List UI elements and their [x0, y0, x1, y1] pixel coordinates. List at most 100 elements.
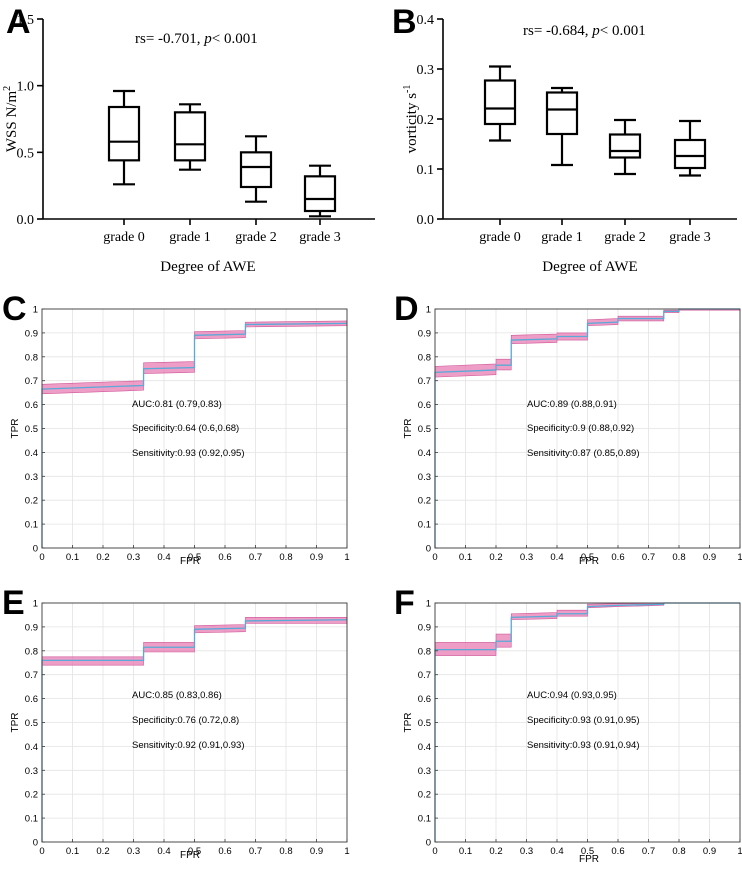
y-tick-label: 0.7: [418, 376, 431, 387]
x-tick-label: 0.8: [672, 552, 685, 563]
x-axis-title: FPR: [579, 556, 599, 567]
x-tick-label: 1: [737, 846, 742, 857]
y-axis-title: WSS N/m2: [2, 86, 20, 152]
stat-annotation: AUC:0.85 (0.83,0.86): [132, 690, 222, 701]
y-tick-label: 0.9: [25, 622, 38, 633]
x-tick-label: 0.5: [188, 846, 201, 857]
box-grade-0: [107, 89, 141, 186]
y-tick-label: 0.4: [417, 13, 435, 28]
x-tick-label: 0.3: [520, 846, 533, 857]
y-tick-label: 1: [33, 305, 38, 316]
y-tick-label: 0.0: [417, 213, 435, 228]
stat-annotation: Sensitivity:0.93 (0.91,0.94): [527, 740, 639, 751]
x-tick-label: 0.7: [642, 846, 655, 857]
y-tick-label: 0.4: [418, 448, 431, 459]
y-tick-label: 1: [426, 305, 431, 316]
y-axis-title: TPR: [10, 713, 21, 733]
annotation-p: p: [591, 23, 600, 39]
x-tick-label: grade 0: [479, 230, 521, 245]
y-tick-label: 0.8: [25, 646, 38, 657]
y-tick-label: 1: [33, 599, 38, 610]
roc-curve: [41, 322, 348, 548]
annotation-prefix: rs= -0.701,: [135, 31, 204, 47]
y-tick-label: 0.9: [25, 328, 38, 339]
y-tick-label: 0.3: [25, 766, 38, 777]
x-tick-label: 0.9: [310, 846, 323, 857]
panel-f: F 0 0.1 0.2 0.3 0.4 0.5 0.6 0.7 0.8 0.9 1 0 0.1 0.2 0.3…: [394, 584, 742, 865]
x-tick-label: 0.6: [218, 846, 231, 857]
y-tick-label: 0.3: [25, 472, 38, 483]
iqr-box: [608, 133, 642, 159]
x-tick-label: 0.1: [459, 846, 472, 857]
x-axis-title: FPR: [579, 854, 599, 865]
x-tick-label: 1: [737, 552, 742, 563]
correlation-annotation: rs= -0.701, p< 0.001: [135, 31, 258, 47]
x-tick-label: 0.1: [66, 552, 79, 563]
x-tick-label: grade 1: [169, 230, 211, 245]
y-tick-label: 0.8: [418, 646, 431, 657]
y-tick-label: 0.6: [418, 400, 431, 411]
y-tick-label: 0.2: [418, 790, 431, 801]
y-axis-title-superscript: -1: [402, 85, 413, 93]
x-tick-label: 0.5: [581, 846, 594, 857]
annotation-suffix: < 0.001: [212, 31, 258, 47]
y-tick-label: 0.8: [25, 352, 38, 363]
stat-annotation: Sensitivity:0.92 (0.91,0.93): [132, 740, 244, 751]
x-tick-label: 0.5: [581, 552, 594, 563]
panel-d: D 0 0.1 0.2 0.3 0.4 0.5 0.6 0.7 0.8 0.9 1 0 0.1 0.2 0.3…: [394, 290, 742, 567]
x-tick-label: 0.4: [157, 846, 170, 857]
panel-letter: B: [392, 3, 417, 41]
x-tick-label: 0.7: [249, 552, 262, 563]
y-tick-label: 0.9: [418, 622, 431, 633]
box-grade-0: [483, 65, 517, 142]
x-tick-label: 0.2: [489, 552, 502, 563]
x-tick-label: 1: [344, 846, 349, 857]
stat-annotation: AUC:0.81 (0.79,0.83): [132, 399, 222, 410]
roc-curve: [434, 602, 740, 842]
y-tick-label: 0: [33, 838, 38, 849]
x-tick-label: 0.6: [611, 846, 624, 857]
x-tick-label: grade 3: [299, 230, 341, 245]
y-tick-label: 0.6: [25, 400, 38, 411]
stat-annotation: AUC:0.94 (0.93,0.95): [527, 690, 617, 701]
y-tick-label: 0.4: [418, 742, 431, 753]
panel-letter: A: [6, 3, 31, 41]
y-tick-label: 0.5: [418, 424, 431, 435]
stat-annotation: Specificity:0.76 (0.72,0.8): [132, 715, 239, 726]
roc-curve: [41, 619, 348, 842]
x-tick-label: 0.8: [279, 552, 292, 563]
x-axis-title: FPR: [180, 556, 200, 567]
x-tick-label: 0.9: [703, 846, 716, 857]
y-tick-label: 0.2: [25, 496, 38, 507]
y-tick-label: 1.0: [17, 80, 35, 95]
stat-annotation: AUC:0.89 (0.88,0.91): [527, 399, 617, 410]
x-tick-label: 0.3: [520, 552, 533, 563]
box-grade-3: [303, 164, 337, 218]
annotation-p: p: [203, 31, 212, 47]
y-tick-label: 0.2: [25, 790, 38, 801]
x-tick-label: 0.6: [611, 552, 624, 563]
annotation-prefix: rs= -0.684,: [523, 23, 592, 39]
x-tick-label: 0.9: [703, 552, 716, 563]
x-tick-label: 0: [39, 846, 44, 857]
x-tick-label: 0.5: [188, 552, 201, 563]
x-tick-label: grade 2: [235, 230, 277, 245]
iqr-box: [173, 111, 207, 162]
x-tick-label: 0: [432, 552, 437, 563]
stat-annotation: Sensitivity:0.93 (0.92,0.95): [132, 448, 244, 459]
x-tick-label: 0.1: [459, 552, 472, 563]
y-axis-title-text: vorticity s: [404, 93, 420, 154]
x-axis-title: Degree of AWE: [542, 259, 637, 275]
y-tick-label: 0.6: [418, 694, 431, 705]
x-tick-label: 0: [432, 846, 437, 857]
y-tick-label: 0.1: [25, 814, 38, 825]
box-grade-2: [239, 135, 273, 203]
x-tick-label: 0.7: [642, 552, 655, 563]
iqr-box: [673, 138, 707, 170]
box-grade-1: [545, 86, 579, 167]
x-tick-label: 0.8: [672, 846, 685, 857]
panel-letter: C: [2, 290, 27, 328]
annotation-suffix: < 0.001: [600, 23, 646, 39]
x-tick-label: 0.9: [310, 552, 323, 563]
y-tick-label: 0.5: [418, 718, 431, 729]
